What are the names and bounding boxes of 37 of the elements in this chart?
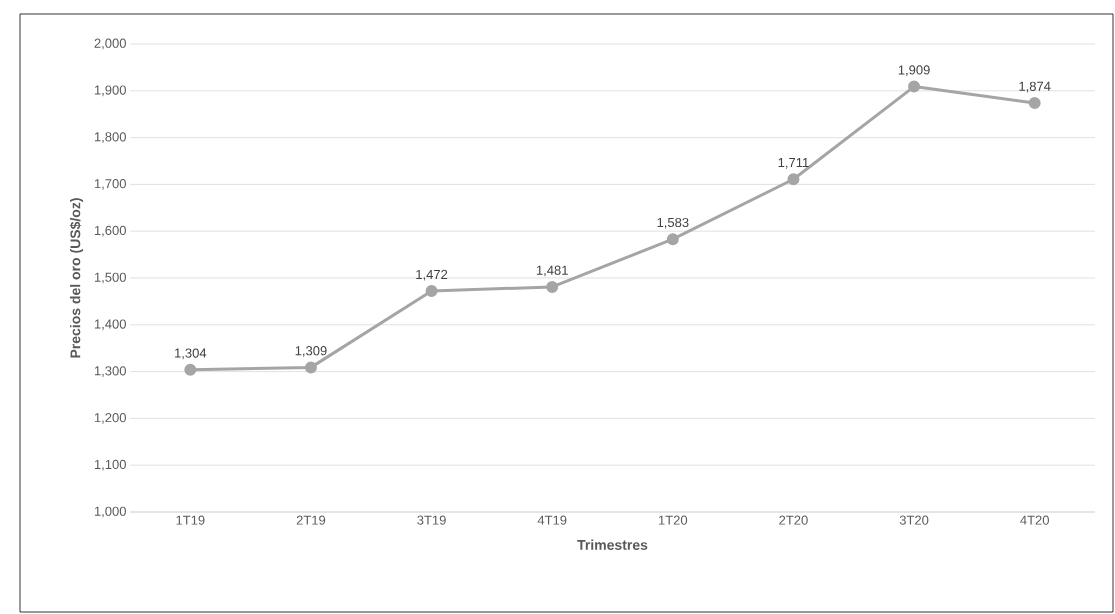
x-tick-label: 1T19 <box>176 515 205 525</box>
x-tick-label: 4T20 <box>1020 515 1049 525</box>
point <box>546 280 559 293</box>
y-tick-label: 1,000 <box>94 506 126 518</box>
x-axis-title: Trimestres <box>577 539 648 550</box>
y-tick-label: 1,400 <box>94 319 126 331</box>
y-axis-title: Precios del oro (US$/oz) <box>69 198 84 358</box>
point <box>1028 96 1041 109</box>
data-label: 1,309 <box>295 346 327 357</box>
point <box>304 361 317 374</box>
y-tick-label: 1,100 <box>94 459 126 471</box>
data-label: 1,472 <box>416 269 448 281</box>
y-tick-label: 1,300 <box>94 366 126 377</box>
x-tick-label: 4T19 <box>537 515 567 525</box>
y-tick-label: 2,000 <box>94 38 126 50</box>
data-label: 1,874 <box>1019 81 1051 93</box>
y-tick-label: 1,600 <box>94 225 126 237</box>
y-tick-label: 1,700 <box>94 179 126 190</box>
data-label: 1,481 <box>536 265 568 277</box>
data-label: 1,711 <box>778 158 809 169</box>
point <box>787 173 800 186</box>
data-label: 1,583 <box>657 217 689 229</box>
x-tick-label: 3T20 <box>899 515 929 525</box>
x-tick-label: 3T19 <box>417 515 446 525</box>
y-tick-label: 1,800 <box>94 132 126 143</box>
point <box>184 363 197 376</box>
data-label: 1,909 <box>898 65 930 77</box>
data-label: 1,304 <box>175 348 207 360</box>
y-tick-label: 1,900 <box>94 85 126 97</box>
x-tick-label: 1T20 <box>658 515 688 525</box>
point <box>425 285 438 298</box>
y-tick-label: 1,500 <box>94 272 126 284</box>
point <box>666 233 679 246</box>
y-tick-label: 1,200 <box>94 413 126 424</box>
x-tick-label: 2T19 <box>296 515 326 525</box>
x-tick-label: 2T20 <box>779 515 808 525</box>
point <box>908 80 921 93</box>
